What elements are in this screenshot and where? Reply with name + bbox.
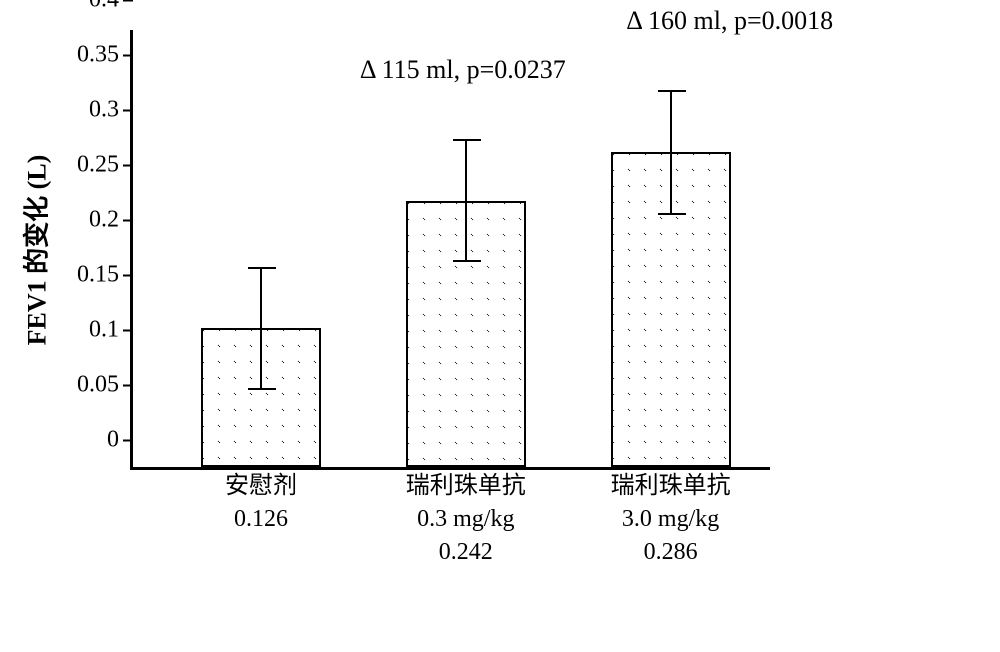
plot-area: 00.050.10.150.20.250.30.350.4安慰剂0.126瑞利珠… [130, 30, 770, 470]
error-bar [670, 91, 672, 214]
y-tick: 0.3 [89, 97, 133, 124]
x-tick-label: 瑞利珠单抗3.0 mg/kg0.286 [611, 471, 731, 569]
x-tick: 瑞利珠单抗3.0 mg/kg0.286 [611, 467, 731, 569]
x-tick-label: 安慰剂0.126 [225, 471, 297, 535]
y-tick-label: 0.1 [89, 317, 119, 344]
y-tick: 0.4 [89, 0, 133, 14]
y-tick-mark [123, 109, 133, 111]
x-tick-label-line: 安慰剂 [225, 471, 297, 502]
error-bar [260, 268, 262, 389]
y-tick-label: 0.2 [89, 207, 119, 234]
x-tick-label-line: 3.0 mg/kg [611, 504, 731, 535]
y-tick: 0.1 [89, 317, 133, 344]
y-tick-label: 0 [107, 427, 119, 454]
y-tick-label: 0.3 [89, 97, 119, 124]
figure: FEV1 的变化 (L) 00.050.10.150.20.250.30.350… [0, 0, 1000, 652]
y-tick-label: 0.15 [77, 262, 119, 289]
error-bar [465, 140, 467, 261]
y-tick: 0.25 [77, 152, 133, 179]
x-tick-label: 瑞利珠单抗0.3 mg/kg0.242 [406, 471, 526, 569]
y-tick-mark [123, 329, 133, 331]
y-tick-label: 0.35 [77, 42, 119, 69]
x-tick: 瑞利珠单抗0.3 mg/kg0.242 [406, 467, 526, 569]
x-tick-label-line: 0.126 [225, 504, 297, 535]
y-tick-mark [123, 274, 133, 276]
y-tick-mark [123, 439, 133, 441]
x-tick-label-line: 瑞利珠单抗 [611, 471, 731, 502]
y-tick-label: 0.25 [77, 152, 119, 179]
y-tick: 0.05 [77, 372, 133, 399]
x-tick-label-line: 瑞利珠单抗 [406, 471, 526, 502]
y-tick-mark [123, 384, 133, 386]
x-tick-label-line: 0.242 [406, 537, 526, 568]
y-tick-mark [123, 0, 133, 1]
y-tick: 0.15 [77, 262, 133, 289]
chart-annotation: Δ 115 ml, p=0.0237 [360, 55, 566, 85]
y-tick: 0 [107, 427, 133, 454]
y-tick: 0.2 [89, 207, 133, 234]
chart-annotation: Δ 160 ml, p=0.0018 [626, 6, 833, 36]
y-tick-label: 0.05 [77, 372, 119, 399]
y-tick-mark [123, 54, 133, 56]
x-tick-label-line: 0.3 mg/kg [406, 504, 526, 535]
y-tick-mark [123, 164, 133, 166]
y-axis-title: FEV1 的变化 (L) [17, 155, 54, 346]
x-tick-label-line: 0.286 [611, 537, 731, 568]
x-tick: 安慰剂0.126 [225, 467, 297, 535]
y-tick-label: 0.4 [89, 0, 119, 14]
y-tick-mark [123, 219, 133, 221]
y-tick: 0.35 [77, 42, 133, 69]
